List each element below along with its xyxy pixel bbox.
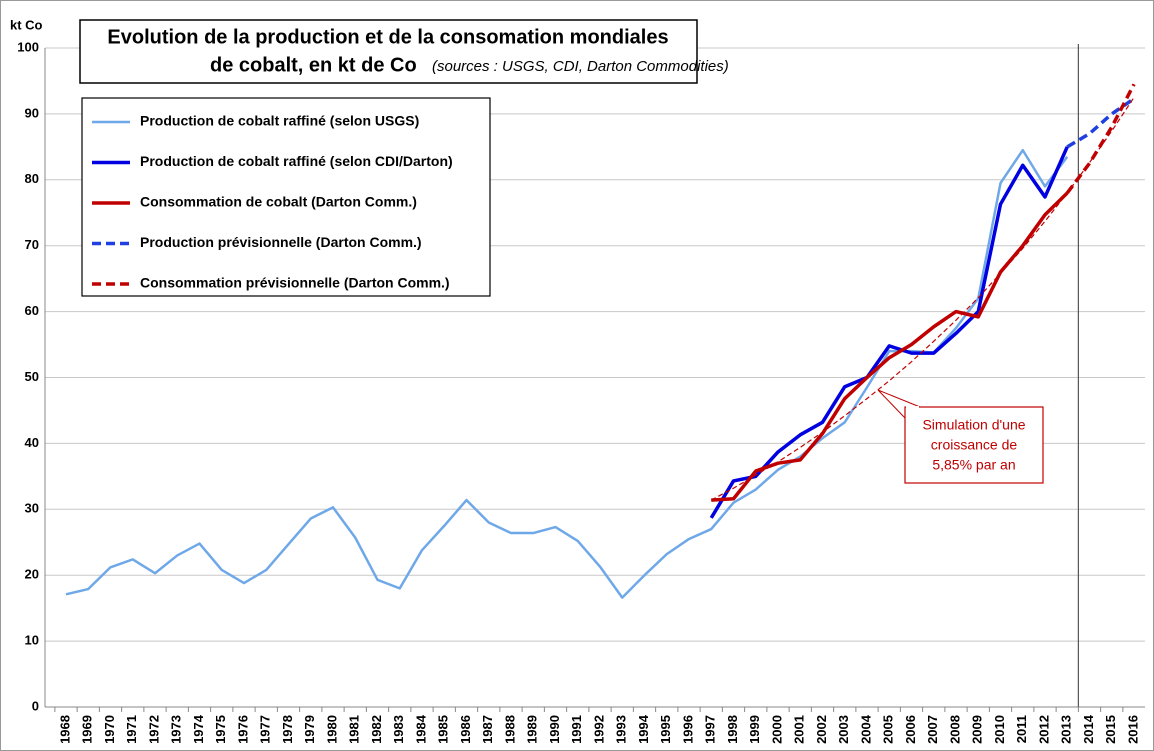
x-tick-label: 1996 [680,715,695,744]
x-tick-label: 2016 [1125,715,1140,744]
x-tick-label: 1991 [569,715,584,744]
legend-box [81,97,491,297]
x-tick-label: 1988 [502,715,517,744]
x-tick-label: 1969 [80,715,95,744]
legend-label: Consommation prévisionnelle (Darton Comm… [140,275,450,291]
x-tick-label: 2010 [992,715,1007,744]
x-tick-label: 1985 [436,715,451,744]
legend-label: Production prévisionnelle (Darton Comm.) [140,234,422,250]
annotation-text: 5,85% par an [932,457,1015,473]
chart-title: de cobalt, en kt de Co [210,54,417,76]
x-tick-label: 1978 [280,715,295,744]
y-tick-label: 0 [32,698,39,713]
x-tick-label: 2007 [925,715,940,744]
legend-label: Production de cobalt raffiné (selon CDI/… [140,153,453,169]
x-tick-label: 2001 [792,715,807,744]
x-tick-label: 1968 [57,715,72,744]
x-tick-label: 1994 [636,714,651,744]
x-tick-label: 1977 [258,715,273,744]
chart-title: Evolution de la production et de la cons… [107,26,668,48]
x-tick-label: 2011 [1014,715,1029,743]
x-tick-label: 1990 [547,715,562,744]
y-tick-label: 20 [25,567,39,582]
series-line [710,97,1135,501]
x-tick-label: 2004 [858,714,873,744]
x-tick-label: 2008 [947,715,962,744]
x-tick-label: 1973 [169,715,184,744]
annotation-patch [906,406,919,409]
x-tick-label: 2012 [1036,715,1051,744]
x-tick-label: 1972 [146,715,161,744]
x-tick-label: 2015 [1103,715,1118,744]
y-tick-label: 40 [25,435,39,450]
x-tick-label: 2014 [1081,714,1096,744]
annotation-text: Simulation d'une [922,417,1025,433]
x-tick-label: 2013 [1059,715,1074,744]
x-tick-label: 1970 [102,715,117,744]
x-tick-label: 1993 [614,715,629,744]
x-tick-label: 1979 [302,715,317,744]
x-tick-label: 1981 [347,715,362,744]
y-tick-label: 50 [25,369,39,384]
x-tick-label: 1995 [658,715,673,744]
x-tick-label: 1986 [458,715,473,744]
x-tick-label: 2005 [881,715,896,744]
title-box [79,19,698,84]
x-tick-label: 1989 [525,715,540,744]
x-tick-label: 1974 [191,714,206,744]
y-tick-label: 10 [25,633,39,648]
x-tick-label: 2000 [769,715,784,744]
x-tick-label: 1992 [591,715,606,744]
y-axis-label: kt Co [10,17,43,32]
x-tick-label: 1982 [369,715,384,744]
x-tick-label: 2002 [814,715,829,744]
x-tick-label: 1975 [213,715,228,744]
y-tick-label: 100 [17,39,39,54]
legend-label: Production de cobalt raffiné (selon USGS… [140,113,419,129]
x-tick-label: 2009 [970,715,985,744]
y-tick-label: 70 [25,237,39,252]
x-tick-label: 1980 [324,715,339,744]
series-line [709,146,1069,519]
x-tick-label: 1999 [747,715,762,744]
x-tick-label: 1971 [124,715,139,744]
x-tick-label: 2003 [836,715,851,744]
x-tick-label: 1983 [391,715,406,744]
x-tick-label: 1998 [725,715,740,744]
legend-label: Consommation de cobalt (Darton Comm.) [140,194,417,210]
annotation-box [904,406,1044,484]
y-tick-label: 60 [25,303,39,318]
annotation-text: croissance de [931,437,1018,453]
x-tick-label: 1987 [480,715,495,744]
x-tick-label: 1997 [703,715,718,744]
x-tick-label: 1984 [413,714,428,744]
y-tick-label: 80 [25,171,39,186]
chart-subtitle: (sources : USGS, CDI, Darton Commodities… [432,58,729,75]
y-tick-label: 30 [25,501,39,516]
x-tick-label: 1976 [235,715,250,744]
x-tick-label: 2006 [903,715,918,744]
y-tick-label: 90 [25,105,39,120]
